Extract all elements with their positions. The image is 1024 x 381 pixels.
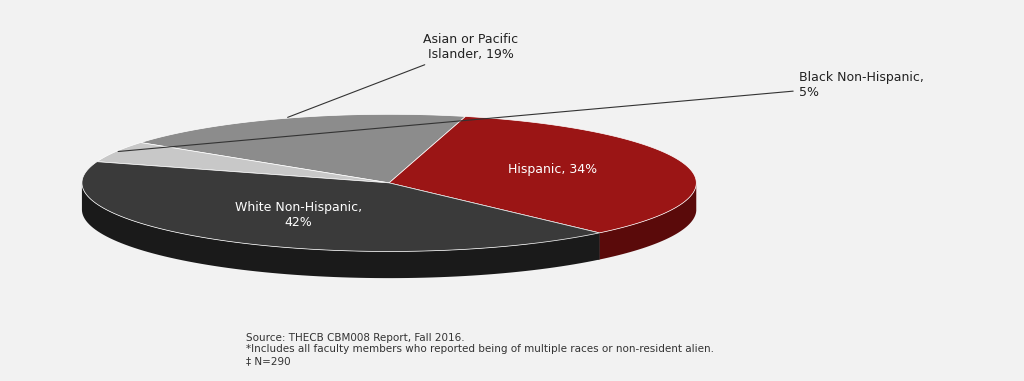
Polygon shape (389, 117, 696, 233)
Text: White Non-Hispanic,
42%: White Non-Hispanic, 42% (236, 201, 362, 229)
Text: Black Non-Hispanic,
5%: Black Non-Hispanic, 5% (118, 71, 924, 152)
Polygon shape (389, 183, 599, 259)
Polygon shape (140, 114, 466, 183)
Polygon shape (389, 183, 599, 259)
Polygon shape (82, 183, 599, 278)
Text: Asian or Pacific
Islander, 19%: Asian or Pacific Islander, 19% (288, 33, 518, 117)
Polygon shape (599, 184, 696, 259)
Text: Hispanic, 34%: Hispanic, 34% (508, 163, 597, 176)
Text: Source: THECB CBM008 Report, Fall 2016.
*Includes all faculty members who report: Source: THECB CBM008 Report, Fall 2016. … (246, 333, 714, 366)
Polygon shape (82, 162, 599, 251)
Polygon shape (97, 142, 389, 183)
